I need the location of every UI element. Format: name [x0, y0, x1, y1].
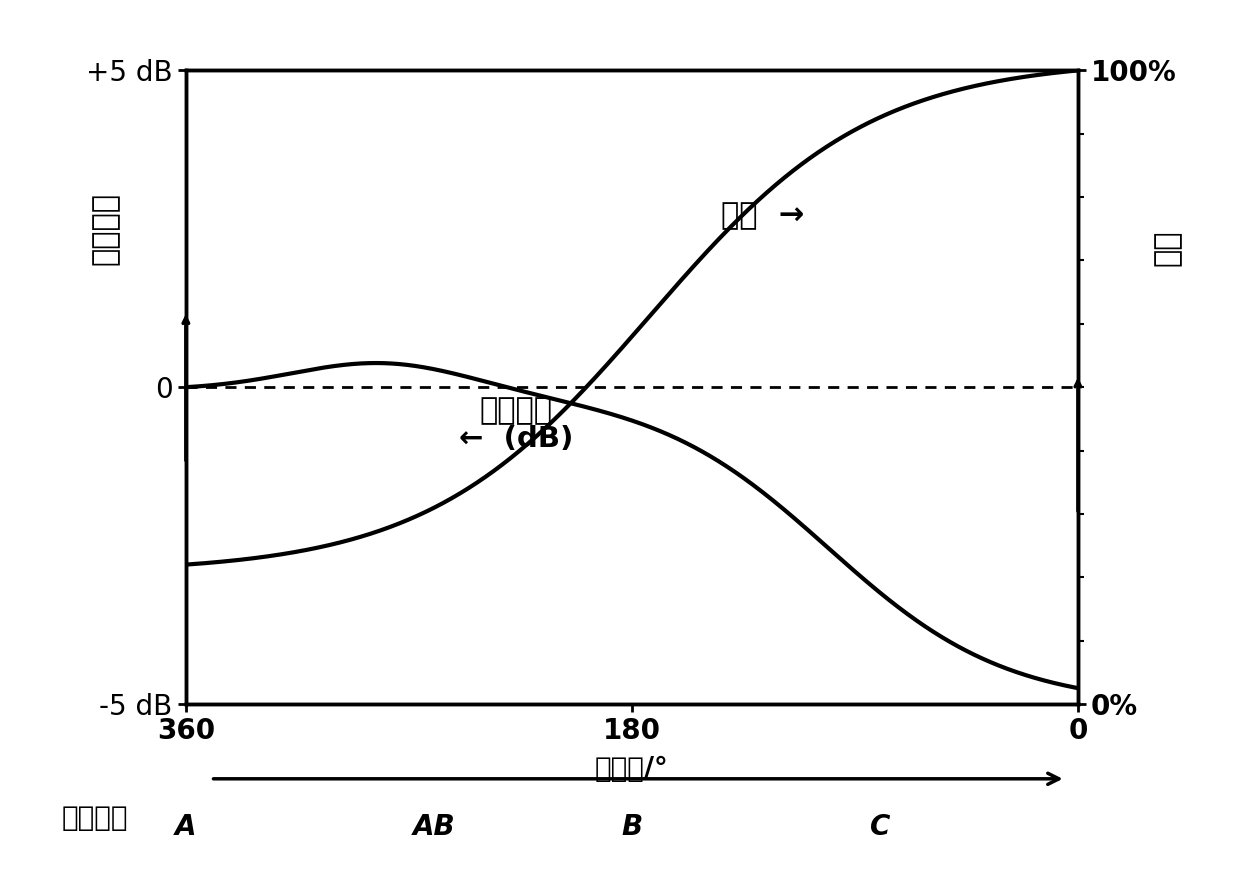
- Text: 输出功率: 输出功率: [479, 396, 553, 425]
- Text: 效率  →: 效率 →: [721, 202, 804, 231]
- Text: 输出功率: 输出功率: [90, 193, 120, 265]
- Text: 导通角/°: 导通角/°: [595, 755, 669, 782]
- Text: C: C: [870, 813, 890, 841]
- Text: AB: AB: [413, 813, 455, 841]
- Text: A: A: [175, 813, 197, 841]
- Text: 效率: 效率: [1152, 230, 1182, 266]
- Text: ←  (dB): ← (dB): [458, 425, 574, 453]
- Text: 工作类别: 工作类别: [62, 804, 129, 832]
- Text: B: B: [621, 813, 643, 841]
